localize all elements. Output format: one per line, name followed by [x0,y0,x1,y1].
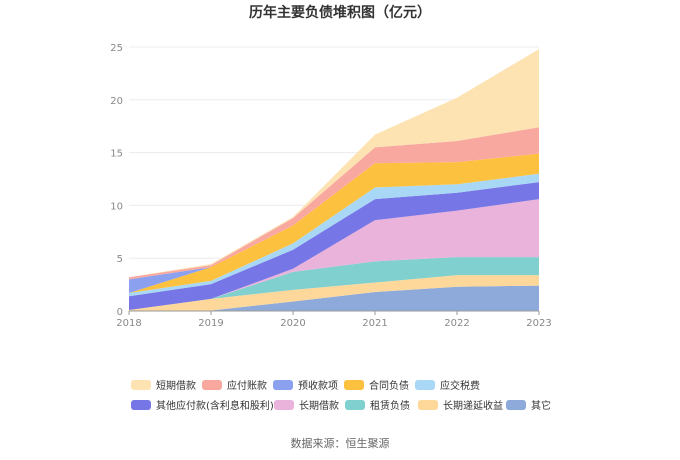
legend-item[interactable]: 应付账款 [202,379,267,392]
legend-swatch [273,380,293,390]
legend-label: 其它 [531,399,551,412]
y-tick-label: 15 [110,149,123,160]
legend-item[interactable]: 其它 [506,399,551,412]
legend-label: 预收款项 [298,379,338,392]
area-series-合同负债[interactable] [129,153,539,294]
x-tick-label: 2021 [362,318,387,329]
legend-label: 租赁负债 [370,399,410,412]
x-tick-label: 2018 [116,318,141,329]
data-source: 数据来源：恒生聚源 [291,436,390,450]
area-series-长期借款[interactable] [129,199,539,310]
area-series-应付账款[interactable] [129,127,539,280]
legend-swatch [274,400,294,410]
legend-item[interactable]: 短期借款 [131,379,196,392]
legend-swatch [345,400,365,410]
legend-swatch [418,400,438,410]
legend-swatch [131,400,151,410]
legend-label: 短期借款 [156,379,196,392]
legend-label: 应付账款 [227,379,267,392]
legend-label: 应交税费 [440,379,480,392]
legend-item[interactable]: 长期递延收益 [418,399,503,412]
legend-item[interactable]: 预收款项 [273,379,338,392]
x-tick-label: 2020 [280,318,305,329]
legend-swatch [202,380,222,390]
legend-swatch [506,400,526,410]
x-tick-label: 2019 [198,318,223,329]
legend-label: 长期借款 [299,399,339,412]
area-series-其他应付款(含利息和股利)[interactable] [129,182,539,310]
area-layer [129,49,539,311]
y-tick-label: 5 [117,254,123,265]
legend-label: 长期递延收益 [443,399,503,412]
legend-item[interactable]: 应交税费 [415,379,480,392]
legend-swatch [344,380,364,390]
y-tick-label: 0 [117,307,123,318]
area-series-应交税费[interactable] [129,173,539,297]
axes: 0 5 10 15 20 25 2018 2019 2020 2021 2022 2023 [110,43,551,329]
legend-swatch [415,380,435,390]
area-series-预收款项[interactable] [129,153,539,294]
y-tick-label: 20 [110,96,123,107]
x-tick-label: 2023 [526,318,551,329]
area-series-长期递延收益[interactable] [129,275,539,311]
legend-label: 其他应付款(含利息和股利) [156,399,274,412]
y-tick-label: 25 [110,43,123,54]
y-tick-label: 10 [110,201,123,212]
x-tick-label: 2022 [444,318,469,329]
area-series-其它[interactable] [129,285,539,311]
legend-item[interactable]: 租赁负债 [345,399,410,412]
legend-swatch [131,380,151,390]
legend-label: 合同负债 [369,379,409,392]
legend-item[interactable]: 其他应付款(含利息和股利) [131,399,274,412]
legend-item[interactable]: 合同负债 [344,379,409,392]
legend-item[interactable]: 长期借款 [274,399,339,412]
chart-title: 历年主要负债堆积图（亿元） [249,4,431,21]
area-series-租赁负债[interactable] [129,257,539,310]
